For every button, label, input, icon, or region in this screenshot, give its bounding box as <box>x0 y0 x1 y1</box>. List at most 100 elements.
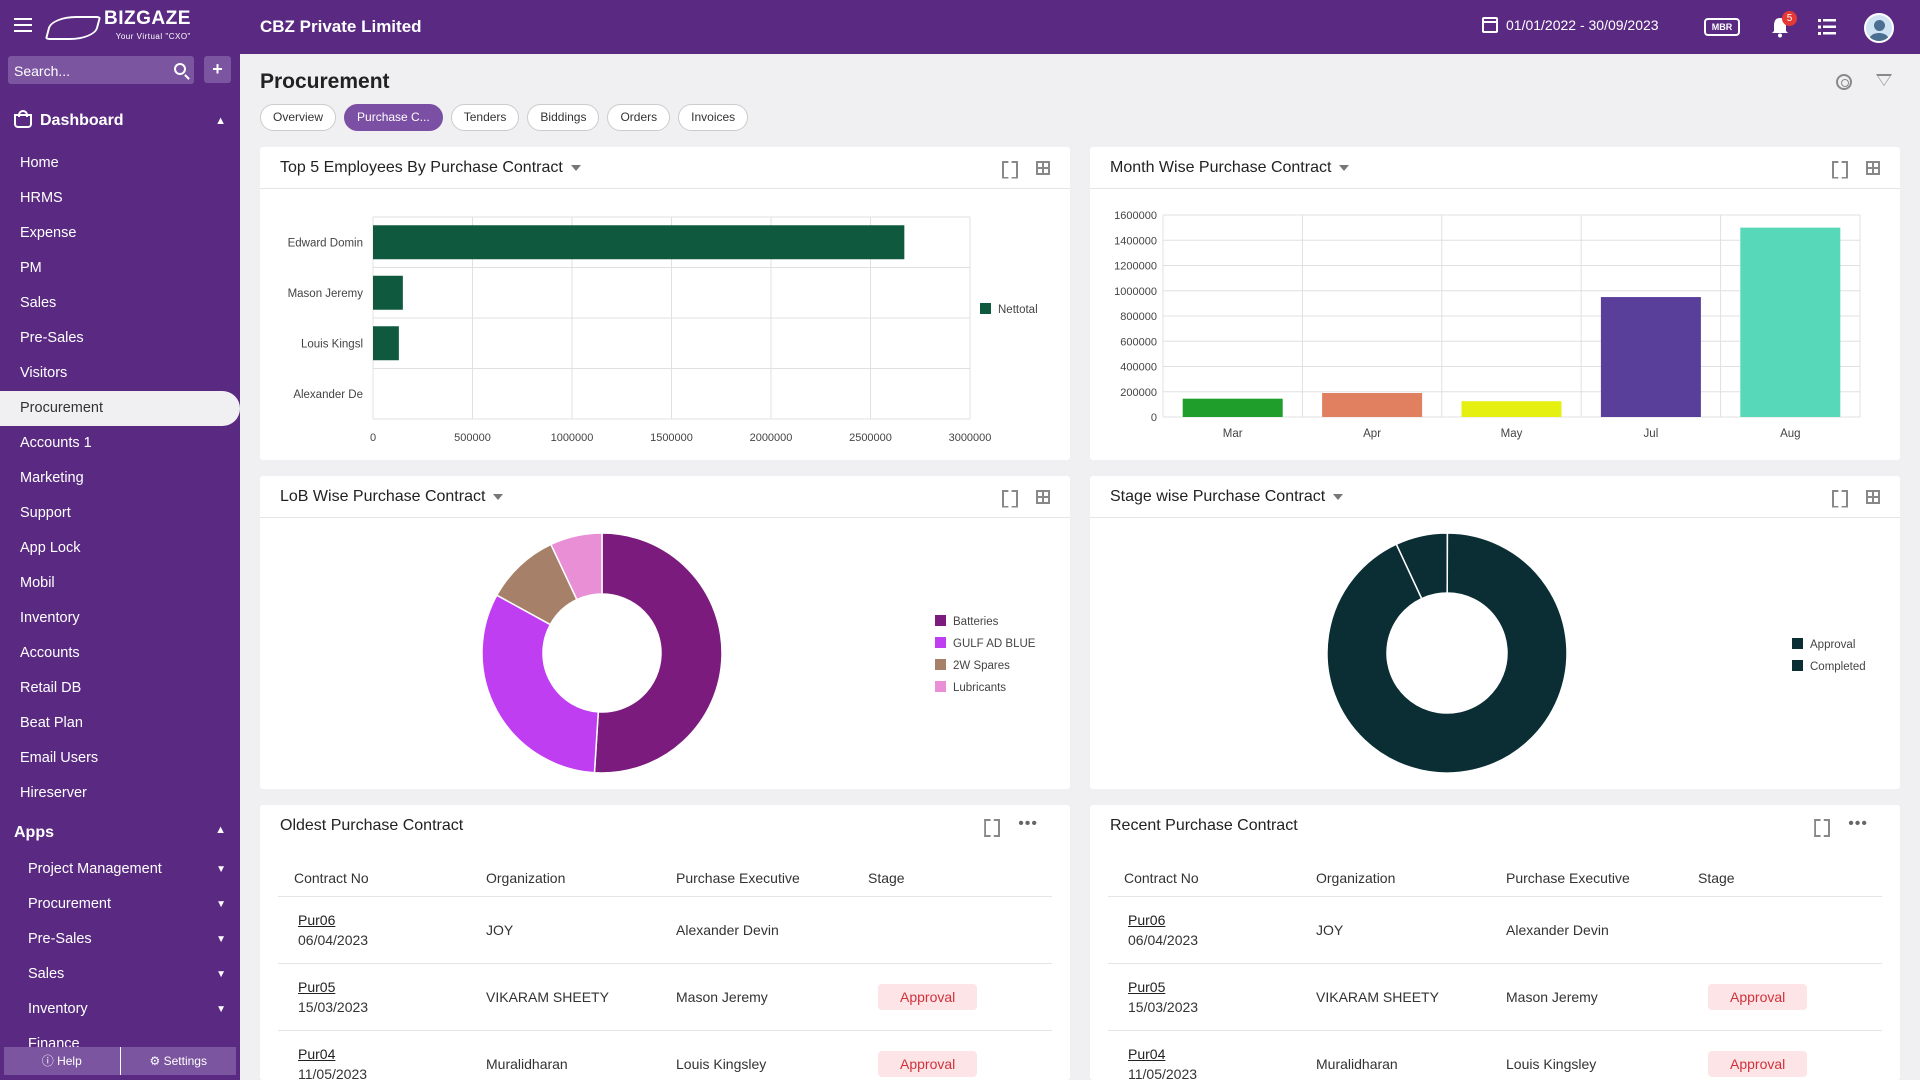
table-row: Pur04 11/05/2023 Muralidharan Louis Kings… <box>278 1031 1052 1080</box>
chevron-down-icon[interactable]: ▼ <box>216 969 226 980</box>
month-wise-card: Month Wise Purchase Contract 0 200000 4000… <box>1090 147 1900 460</box>
caret-down-icon[interactable] <box>1333 493 1344 500</box>
expand-icon[interactable] <box>1002 161 1016 175</box>
company-name[interactable]: CBZ Private Limited <box>260 17 422 36</box>
y-tick-label: 1000000 <box>1114 286 1157 298</box>
app-item-sales[interactable]: Sales ▼ <box>0 957 240 992</box>
tab-invoices[interactable]: Invoices <box>678 104 749 131</box>
x-tick-label: Jul <box>1644 428 1659 440</box>
recent-contract-table: Contract No Organization Purchase Execut… <box>1108 859 1882 1080</box>
expand-icon[interactable] <box>1832 490 1846 504</box>
sidebar-item-marketing[interactable]: Marketing <box>20 470 84 486</box>
chevron-up-icon[interactable]: ▲ <box>215 824 226 836</box>
apps-label: Apps <box>14 824 54 841</box>
tab-overview[interactable]: Overview <box>260 104 337 131</box>
app-item-project-management[interactable]: Project Management ▼ <box>0 852 240 887</box>
contract-link[interactable]: Pur06 <box>1128 912 1166 928</box>
settings-button[interactable]: ⚙ Settings <box>149 1054 207 1068</box>
grid-icon[interactable] <box>1866 160 1880 175</box>
grid-icon[interactable] <box>1866 489 1880 504</box>
table-row: Pur05 15/03/2023 VIKARAM SHEETY Mason Jer… <box>1108 964 1882 1031</box>
expand-icon[interactable] <box>1002 490 1016 504</box>
menu-icon[interactable] <box>14 18 32 32</box>
bar <box>1322 393 1423 417</box>
card-header: Top 5 Employees By Purchase Contract <box>260 147 1070 189</box>
app-item-label: Sales <box>28 966 65 982</box>
calendar-icon <box>1482 17 1498 33</box>
y-tick-label: 1600000 <box>1114 210 1157 222</box>
chevron-down-icon[interactable]: ▼ <box>216 899 226 910</box>
more-options-icon[interactable]: ••• <box>1018 815 1038 832</box>
caret-down-icon[interactable] <box>493 493 504 500</box>
dashboard-section-header[interactable]: Dashboard ▲ <box>14 110 226 130</box>
chevron-up-icon[interactable]: ▲ <box>215 115 226 127</box>
app-item-inventory[interactable]: Inventory ▼ <box>0 992 240 1027</box>
chevron-down-icon[interactable]: ▼ <box>216 1004 226 1015</box>
caret-down-icon[interactable] <box>1339 164 1350 171</box>
grid-icon[interactable] <box>1036 489 1050 504</box>
sidebar-item-expense[interactable]: Expense <box>20 225 77 241</box>
filter-icon[interactable] <box>1876 74 1892 86</box>
sidebar-item-procurement[interactable]: Procurement <box>0 391 240 426</box>
sidebar-item-pre-sales[interactable]: Pre-Sales <box>20 330 84 346</box>
sidebar-item-inventory[interactable]: Inventory <box>20 610 80 626</box>
apps-section-header[interactable]: Apps ▲ <box>14 824 226 842</box>
x-tick-label: 500000 <box>454 432 491 444</box>
legend-swatch <box>935 659 946 670</box>
gear-icon[interactable] <box>1836 74 1852 90</box>
sidebar-item-accounts-1[interactable]: Accounts 1 <box>20 435 92 451</box>
stage-badge: Approval <box>878 984 978 1010</box>
y-tick-label: Louis Kingsl <box>301 338 363 350</box>
sidebar-item-hrms[interactable]: HRMS <box>20 190 63 206</box>
contract-link[interactable]: Pur04 <box>298 1046 336 1062</box>
logo-mark <box>44 16 102 40</box>
legend-swatch <box>935 637 946 648</box>
y-tick-label: Mason Jeremy <box>288 288 364 300</box>
contract-link[interactable]: Pur05 <box>1128 979 1166 995</box>
sidebar-item-accounts[interactable]: Accounts <box>20 645 80 661</box>
task-list-icon[interactable] <box>1818 18 1836 36</box>
contract-link[interactable]: Pur06 <box>298 912 336 928</box>
expand-icon[interactable] <box>984 819 998 833</box>
y-tick-label: Edward Domin <box>288 237 363 249</box>
y-tick-label: 600000 <box>1120 336 1157 348</box>
help-button[interactable]: ⓘ Help <box>4 1047 121 1075</box>
tab-orders[interactable]: Orders <box>607 104 671 131</box>
tab-purchase-contract[interactable]: Purchase C... <box>344 104 443 131</box>
expand-icon[interactable] <box>1832 161 1846 175</box>
user-avatar[interactable] <box>1864 13 1894 43</box>
month-bar-chart: 0 200000 400000 600000 800000 1000000 1200000 1… <box>1114 210 1861 440</box>
mbr-button[interactable]: MBR <box>1704 18 1740 36</box>
sidebar-item-beat-plan[interactable]: Beat Plan <box>20 715 83 731</box>
date-range-picker[interactable]: 01/01/2022 - 30/09/2023 <box>1482 17 1659 33</box>
bizgaze-logo[interactable]: BIZGAZE Your Virtual "CXO" <box>44 9 191 46</box>
sidebar-item-visitors[interactable]: Visitors <box>20 365 68 381</box>
sidebar-item-support[interactable]: Support <box>20 505 71 521</box>
search-icon[interactable] <box>174 63 186 75</box>
contract-link[interactable]: Pur05 <box>298 979 336 995</box>
more-options-icon[interactable]: ••• <box>1848 815 1868 832</box>
tab-tenders[interactable]: Tenders <box>450 104 520 131</box>
sidebar-item-retail-db[interactable]: Retail DB <box>20 680 82 696</box>
executive-cell: Louis Kingsley <box>676 1056 767 1072</box>
caret-down-icon[interactable] <box>570 164 581 171</box>
contract-link[interactable]: Pur04 <box>1128 1046 1166 1062</box>
app-item-pre-sales[interactable]: Pre-Sales ▼ <box>0 922 240 957</box>
grid-icon[interactable] <box>1036 160 1050 175</box>
tab-biddings[interactable]: Biddings <box>527 104 600 131</box>
slice <box>1326 532 1568 774</box>
search-input[interactable]: Search... <box>8 56 194 84</box>
chevron-down-icon[interactable]: ▼ <box>216 934 226 945</box>
settings-label: Settings <box>163 1054 207 1068</box>
sidebar-item-pm[interactable]: PM <box>20 260 42 276</box>
sidebar-item-email-users[interactable]: Email Users <box>20 750 99 766</box>
sidebar-item-home[interactable]: Home <box>20 155 59 171</box>
sidebar-item-app-lock[interactable]: App Lock <box>20 540 81 556</box>
chevron-down-icon[interactable]: ▼ <box>216 864 226 875</box>
app-item-procurement[interactable]: Procurement ▼ <box>0 887 240 922</box>
add-button[interactable]: + <box>204 56 231 83</box>
sidebar-item-hireserver[interactable]: Hireserver <box>20 785 87 801</box>
sidebar-item-mobil[interactable]: Mobil <box>20 575 55 591</box>
sidebar-item-sales[interactable]: Sales <box>20 295 57 311</box>
expand-icon[interactable] <box>1814 819 1828 833</box>
